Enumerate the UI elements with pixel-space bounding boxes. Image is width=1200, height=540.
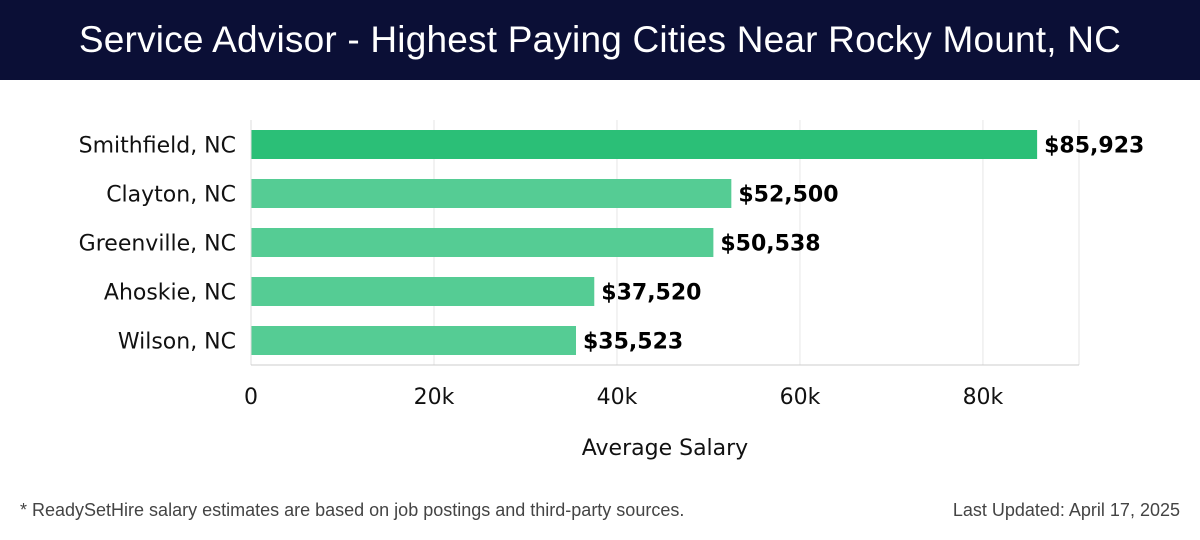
- bar-chart: $85,923 $52,500 $50,538 $37,520 $35,523 0 20k…: [79, 120, 1144, 461]
- value-label: $50,538: [720, 232, 820, 257]
- footer-note: * ReadySetHire salary estimates are base…: [20, 500, 685, 520]
- grid-lines: [433, 120, 1080, 365]
- value-label: $37,520: [601, 281, 701, 306]
- chart-title: Service Advisor - Highest Paying Cities …: [78, 19, 1122, 60]
- footer-updated: Last Updated: April 17, 2025: [952, 500, 1180, 520]
- axes: 0 20k 40k 60k 80k Smithfield, NC Clayton, NC Gr…: [79, 120, 1079, 410]
- category-label: Wilson, NC: [118, 330, 236, 355]
- value-label: $85,923: [1044, 134, 1144, 159]
- title-bar: Service Advisor - Highest Paying Cities …: [0, 0, 1200, 80]
- bar: [251, 228, 714, 257]
- category-label: Smithfield, NC: [79, 134, 236, 159]
- category-label: Greenville, NC: [79, 232, 236, 257]
- value-label: $52,500: [738, 183, 838, 208]
- bar: [251, 277, 595, 306]
- category-label: Clayton, NC: [106, 183, 236, 208]
- value-label: $35,523: [583, 330, 683, 355]
- bar: [251, 326, 577, 355]
- x-tick-label: 20k: [414, 385, 455, 410]
- x-tick-label: 0: [244, 385, 258, 410]
- x-tick-label: 80k: [963, 385, 1004, 410]
- bar: [251, 130, 1038, 159]
- x-tick-label: 60k: [780, 385, 821, 410]
- x-axis-label: Average Salary: [582, 436, 748, 461]
- category-label: Ahoskie, NC: [104, 281, 236, 306]
- x-tick-label: 40k: [597, 385, 638, 410]
- bars-group: $85,923 $52,500 $50,538 $37,520 $35,523: [251, 130, 1144, 355]
- bar: [251, 179, 732, 208]
